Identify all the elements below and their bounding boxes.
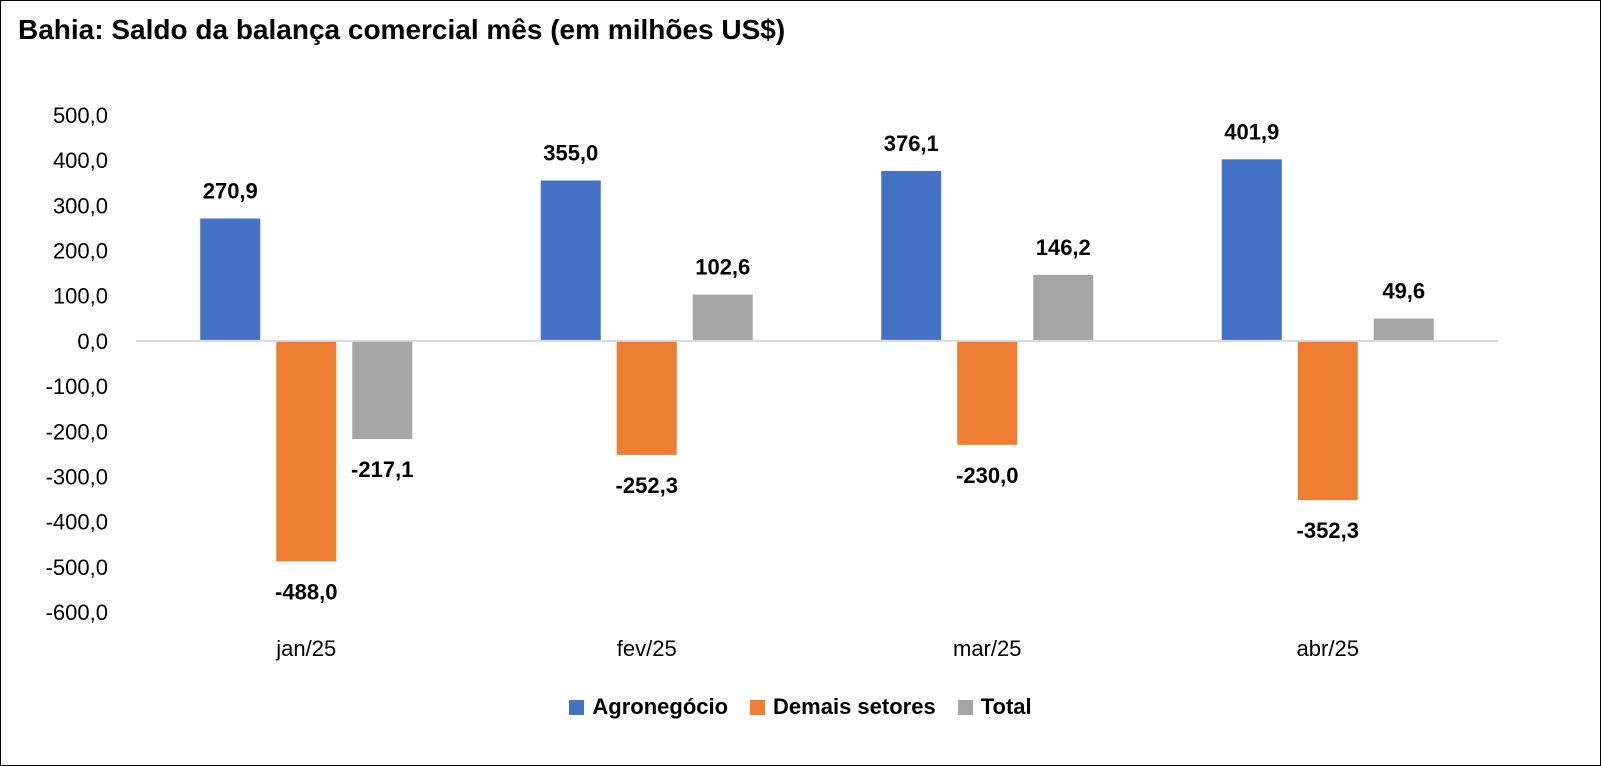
bar bbox=[1297, 340, 1358, 501]
data-label: 49,6 bbox=[1382, 278, 1425, 303]
data-label: 270,9 bbox=[203, 179, 258, 204]
data-label: -217,1 bbox=[351, 457, 413, 482]
bars bbox=[200, 159, 1434, 562]
legend-item-total: Total bbox=[957, 694, 1032, 720]
x-axis-ticks: jan/25 fev/25 mar/25 abr/25 bbox=[275, 636, 1359, 661]
bar bbox=[200, 218, 261, 341]
y-tick-label: -200,0 bbox=[46, 419, 108, 444]
bar bbox=[1221, 159, 1282, 341]
data-label: 355,0 bbox=[543, 141, 598, 166]
data-label: 102,6 bbox=[695, 255, 750, 280]
y-tick-label: 400,0 bbox=[53, 148, 108, 173]
x-tick-label: fev/25 bbox=[617, 636, 677, 661]
bar bbox=[692, 294, 753, 341]
bar bbox=[616, 340, 677, 455]
chart-title: Bahia: Saldo da balança comercial mês (e… bbox=[18, 14, 786, 45]
data-label: 376,1 bbox=[884, 131, 939, 156]
data-labels: 270,9 -488,0 -217,1 355,0 -252,3 102,6 376,1 -2… bbox=[203, 119, 1425, 604]
y-tick-label: 200,0 bbox=[53, 239, 108, 264]
legend-swatch-demais-setores bbox=[750, 699, 766, 715]
data-label: -352,3 bbox=[1297, 518, 1359, 543]
data-label: 401,9 bbox=[1224, 119, 1279, 144]
x-tick-label: abr/25 bbox=[1297, 636, 1359, 661]
y-axis-ticks: 500,0 400,0 300,0 200,0 100,0 0,0 -100,0 -200,0… bbox=[46, 103, 108, 625]
legend: Agronegócio Demais setores Total bbox=[0, 694, 1601, 720]
y-tick-label: 0,0 bbox=[77, 329, 108, 354]
y-tick-label: -500,0 bbox=[46, 555, 108, 580]
y-tick-label: -300,0 bbox=[46, 464, 108, 489]
data-label: -230,0 bbox=[956, 463, 1018, 488]
bar bbox=[276, 340, 337, 562]
x-tick-label: mar/25 bbox=[953, 636, 1021, 661]
bar bbox=[1373, 318, 1434, 341]
bar bbox=[352, 340, 413, 439]
legend-label-total: Total bbox=[980, 694, 1032, 719]
legend-label-agronegocio: Agronegócio bbox=[592, 694, 729, 719]
legend-swatch-agronegocio bbox=[569, 699, 585, 715]
data-label: -252,3 bbox=[616, 473, 678, 498]
y-tick-label: -400,0 bbox=[46, 510, 108, 535]
x-tick-label: jan/25 bbox=[275, 636, 336, 661]
bar bbox=[957, 340, 1018, 445]
data-label: 146,2 bbox=[1036, 235, 1091, 260]
data-label: -488,0 bbox=[275, 579, 337, 604]
legend-item-agronegocio: Agronegócio bbox=[569, 694, 728, 720]
legend-label-demais-setores: Demais setores bbox=[773, 694, 936, 719]
bar bbox=[881, 170, 942, 341]
y-tick-label: 500,0 bbox=[53, 103, 108, 128]
y-tick-label: 100,0 bbox=[53, 284, 108, 309]
legend-item-demais-setores: Demais setores bbox=[750, 694, 936, 720]
y-tick-label: -600,0 bbox=[46, 600, 108, 625]
bar bbox=[1033, 274, 1094, 341]
legend-swatch-total bbox=[957, 699, 973, 715]
bar bbox=[540, 180, 601, 341]
y-tick-label: -100,0 bbox=[46, 374, 108, 399]
y-tick-label: 300,0 bbox=[53, 193, 108, 218]
